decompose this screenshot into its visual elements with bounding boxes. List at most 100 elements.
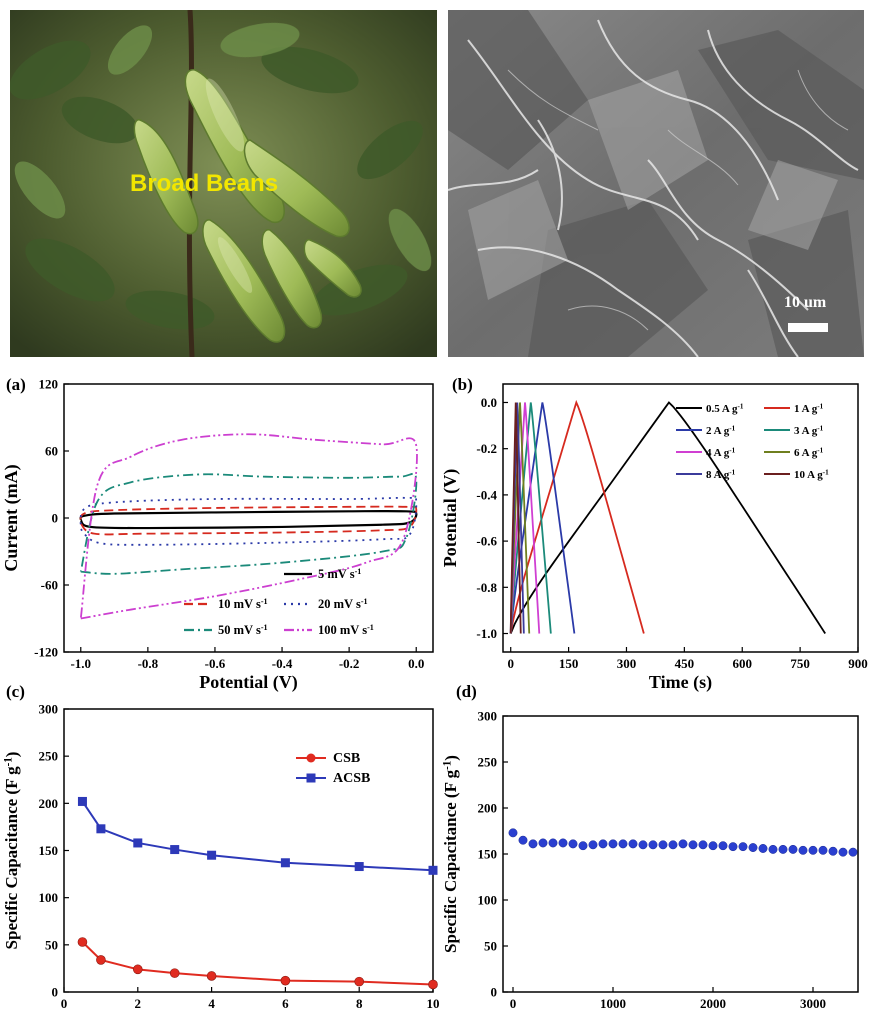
cycle-point (588, 840, 598, 850)
legend-label: CSB (333, 751, 360, 766)
y-tick-label: -0.4 (476, 487, 497, 502)
data-point (77, 937, 88, 947)
gcd-series-line (509, 399, 645, 634)
legend-label: 5 mV s-1 (318, 567, 361, 581)
data-point (428, 865, 438, 875)
y-tick-label: -60 (41, 578, 58, 593)
panel-label: (b) (452, 375, 473, 394)
scale-bar-label: 10 um (784, 294, 827, 311)
cycle-point (538, 838, 548, 848)
x-tick-label: 150 (559, 656, 579, 671)
y-axis-title: Specific Capacitance (F g-1) (441, 755, 460, 953)
cycle-point (688, 840, 698, 850)
y-tick-label: 250 (39, 749, 59, 764)
cycle-point (628, 839, 638, 849)
x-tick-label: 750 (790, 656, 810, 671)
y-tick-label: -0.8 (476, 580, 497, 595)
y-tick-label: 0.0 (481, 395, 497, 410)
data-point (207, 850, 217, 860)
scale-bar (788, 323, 828, 332)
cycle-point (608, 839, 618, 849)
cycle-point (518, 835, 528, 845)
data-point (77, 796, 87, 806)
cv-series-line (79, 472, 418, 575)
y-tick-label: 0 (491, 985, 498, 1000)
y-tick-label: -0.2 (476, 441, 497, 456)
gcd-series-line (509, 402, 552, 634)
x-axis-title: Potential (V) (199, 672, 297, 693)
y-tick-label: 100 (39, 890, 59, 905)
cycle-point (698, 840, 708, 850)
cycle-point (648, 840, 658, 850)
cycle-point (828, 846, 838, 856)
x-tick-label: 0.0 (408, 656, 424, 671)
legend-label: ACSB (333, 771, 370, 786)
legend-label: 50 mV s-1 (218, 623, 268, 637)
cycle-point (818, 845, 828, 855)
y-tick-label: 50 (45, 937, 58, 952)
legend-label: 20 mV s-1 (318, 597, 368, 611)
x-tick-label: 2000 (700, 996, 726, 1010)
data-point (133, 838, 143, 848)
y-tick-label: 0 (52, 511, 59, 526)
cv-series-line (79, 509, 418, 530)
x-tick-label: 0 (507, 656, 514, 671)
cycle-point (638, 840, 648, 850)
gcd-series-line (509, 401, 826, 635)
cycle-point (598, 839, 608, 849)
cycle-point (558, 838, 568, 848)
x-axis-title: Time (s) (649, 672, 712, 693)
legend-label: 100 mV s-1 (318, 623, 374, 637)
y-tick-label: 50 (484, 939, 497, 954)
cycle-point (668, 840, 678, 850)
data-point (280, 858, 290, 868)
x-tick-label: 0 (510, 996, 517, 1010)
panel-label: (d) (456, 682, 477, 701)
x-tick-label: 0 (61, 996, 68, 1010)
panel-label: (a) (6, 375, 26, 394)
panel-label: (c) (6, 682, 25, 701)
y-tick-label: 150 (39, 843, 59, 858)
cycle-point (728, 842, 738, 852)
legend-label: 4 A g-1 (706, 446, 736, 459)
cycle-point (758, 844, 768, 853)
chart-panel-c: (c)0246810050100150200250300Current Dens… (2, 682, 440, 1010)
y-axis-title: Specific Capacitance (F g-1) (2, 752, 21, 950)
gcd-series-line (509, 402, 541, 634)
data-point (96, 955, 106, 965)
cycle-point (548, 838, 558, 848)
cycle-point (848, 847, 858, 857)
broad-beans-illustration (10, 10, 437, 357)
data-point (280, 975, 291, 986)
data-point (428, 979, 438, 990)
y-tick-label: 60 (45, 444, 58, 459)
photo-label: Broad Beans (130, 170, 279, 197)
x-tick-label: 8 (356, 996, 363, 1010)
x-tick-label: 1000 (600, 996, 626, 1010)
y-axis-title: Current (mA) (1, 464, 22, 571)
x-tick-label: -0.4 (272, 656, 293, 671)
x-tick-label: 10 (427, 996, 440, 1010)
chart-panel-b: (b) 0 150 300 450 600 750 900 0.0 -0.2 -0.4 -0.6 -0.… (440, 375, 868, 693)
legend-label: 10 mV s-1 (218, 597, 268, 611)
x-tick-label: -0.2 (339, 656, 360, 671)
cv-series-line (79, 496, 418, 546)
x-tick-label: 300 (617, 656, 637, 671)
y-tick-label: 0 (52, 985, 59, 1000)
cycle-point (768, 844, 778, 854)
y-tick-label: 120 (39, 377, 59, 392)
legend-label: 0.5 A g-1 (706, 402, 744, 415)
legend-label: 3 A g-1 (794, 424, 824, 437)
cycle-point (798, 845, 808, 855)
broad-beans-photo: Broad Beans (10, 10, 437, 357)
cycle-point (578, 841, 588, 851)
cycle-point (738, 842, 748, 852)
cycle-point (778, 844, 788, 854)
x-tick-label: 2 (135, 996, 142, 1010)
x-tick-label: 6 (282, 996, 289, 1010)
sem-micrograph: 10 um (448, 10, 864, 357)
chart-panel-d: (d)0100020003000050100150200250300Cycle … (441, 682, 859, 1010)
legend-label: 2 A g-1 (706, 424, 736, 437)
y-axis-title: Potential (V) (440, 469, 461, 567)
